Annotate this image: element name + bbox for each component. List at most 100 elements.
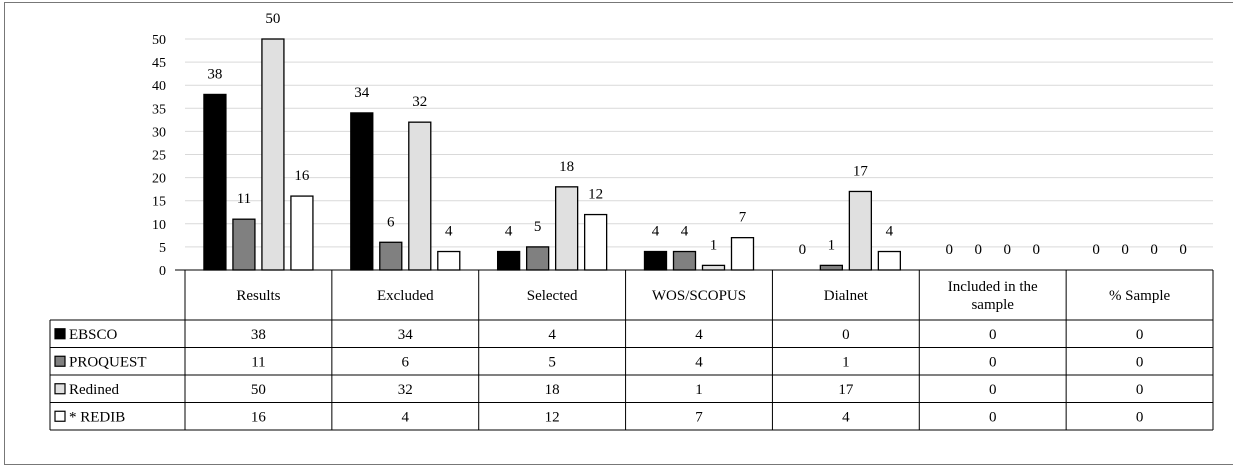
table-cell: 0: [842, 327, 850, 343]
category-label: Excluded: [377, 288, 434, 304]
bar: [701, 264, 726, 271]
table-cell: 32: [398, 382, 413, 398]
data-label: 4: [505, 224, 513, 240]
table-cell: 6: [402, 354, 410, 370]
data-label: 0: [1032, 242, 1040, 258]
table-cell: 5: [548, 354, 556, 370]
bar: [554, 186, 579, 271]
y-tick-label: 25: [152, 149, 166, 164]
table-cell: 17: [838, 382, 854, 398]
table-cell: 0: [1136, 409, 1144, 425]
table-cell: 4: [402, 409, 410, 425]
bar: [437, 250, 461, 271]
table-cell: 1: [842, 354, 850, 370]
y-tick-label: 20: [152, 172, 166, 187]
data-label: 0: [974, 242, 982, 258]
data-label: 0: [945, 242, 953, 258]
bar: [350, 112, 374, 271]
bar: [583, 213, 608, 271]
series-name: EBSCO: [69, 327, 118, 343]
bar: [643, 250, 668, 271]
table-cell: 1: [695, 382, 703, 398]
bar: [730, 237, 755, 271]
category-label: Results: [236, 288, 280, 304]
y-tick-label: 30: [152, 125, 166, 140]
table-cell: 34: [398, 327, 414, 343]
bar: [672, 250, 697, 271]
table-cell: 7: [695, 409, 703, 425]
table-cell: 12: [545, 409, 560, 425]
table-cell: 0: [989, 354, 997, 370]
data-label: 0: [1092, 242, 1100, 258]
category-label: Selected: [527, 288, 578, 304]
y-tick-label: 15: [152, 195, 166, 210]
table-cell: 0: [1136, 327, 1144, 343]
y-tick-label: 45: [152, 56, 166, 71]
table-cell: 4: [695, 354, 703, 370]
series-name: PROQUEST: [69, 354, 147, 370]
series-name: Redined: [69, 382, 119, 398]
data-label: 32: [412, 94, 427, 110]
data-label: 34: [354, 85, 370, 101]
category-label: Dialnet: [824, 288, 869, 304]
data-label: 0: [1179, 242, 1187, 258]
data-label: 0: [1003, 242, 1011, 258]
table-cell: 4: [695, 327, 703, 343]
y-tick-label: 40: [152, 79, 166, 94]
y-tick-label: 50: [152, 33, 166, 48]
data-label: 0: [799, 242, 807, 258]
data-label: 5: [534, 219, 542, 235]
y-tick-label: 35: [152, 102, 166, 117]
table-cell: 18: [545, 382, 560, 398]
table-cell: 4: [548, 327, 556, 343]
data-label: 17: [853, 163, 869, 179]
table-cell: 16: [251, 409, 267, 425]
data-label: 4: [681, 224, 689, 240]
bar: [232, 218, 256, 271]
legend-key: [54, 383, 66, 395]
data-label: 0: [1121, 242, 1129, 258]
data-label: 38: [207, 66, 222, 82]
data-label: 0: [1150, 242, 1158, 258]
data-label: 18: [559, 159, 574, 175]
bar: [848, 190, 873, 271]
table-cell: 11: [251, 354, 265, 370]
category-label: % Sample: [1109, 288, 1171, 304]
data-label: 50: [265, 11, 280, 27]
data-label: 1: [710, 237, 718, 253]
legend-key: [54, 355, 66, 367]
data-label: 4: [445, 224, 453, 240]
category-label: Included in the sample: [948, 279, 1038, 313]
legend-key: [54, 328, 66, 340]
data-label: 11: [237, 191, 251, 207]
category-label: WOS/SCOPUS: [652, 288, 746, 304]
table-cell: 0: [989, 327, 997, 343]
legend-key: [54, 410, 66, 422]
bar: [496, 250, 521, 271]
data-label: 6: [387, 214, 395, 230]
series-name: * REDIB: [69, 409, 125, 425]
table-cell: 4: [842, 409, 850, 425]
table-cell: 0: [989, 382, 997, 398]
bar: [408, 121, 432, 271]
bar: [877, 250, 902, 271]
bar: [261, 38, 285, 271]
y-tick-label: 5: [159, 241, 166, 256]
bar: [203, 93, 227, 271]
data-label: 4: [886, 224, 894, 240]
bar: [525, 246, 550, 271]
data-label: 4: [652, 224, 660, 240]
data-label: 16: [294, 168, 310, 184]
table-cell: 0: [1136, 382, 1144, 398]
table-cell: 0: [1136, 354, 1144, 370]
y-tick-label: 10: [152, 218, 166, 233]
data-label: 7: [739, 210, 747, 226]
bar: [290, 195, 314, 271]
data-label: 12: [588, 187, 603, 203]
bar: [819, 264, 844, 271]
table-cell: 50: [251, 382, 266, 398]
table-cell: 38: [251, 327, 266, 343]
bar: [379, 241, 403, 271]
table-cell: 0: [989, 409, 997, 425]
